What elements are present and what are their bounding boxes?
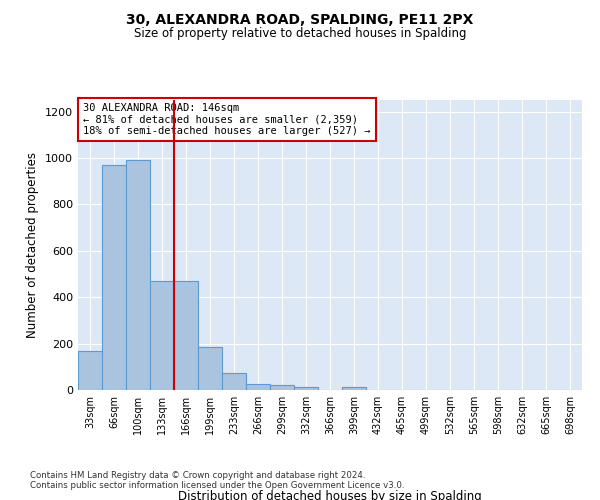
Text: 30, ALEXANDRA ROAD, SPALDING, PE11 2PX: 30, ALEXANDRA ROAD, SPALDING, PE11 2PX	[127, 12, 473, 26]
Bar	[246, 384, 270, 390]
Bar	[174, 281, 198, 390]
Bar	[78, 350, 102, 390]
Bar	[342, 386, 366, 390]
X-axis label: Distribution of detached houses by size in Spalding: Distribution of detached houses by size …	[178, 490, 482, 500]
Bar	[150, 281, 174, 390]
Bar	[102, 165, 126, 390]
Text: Contains public sector information licensed under the Open Government Licence v3: Contains public sector information licen…	[30, 480, 404, 490]
Bar	[270, 386, 294, 390]
Bar	[126, 160, 150, 390]
Bar	[294, 386, 318, 390]
Text: 30 ALEXANDRA ROAD: 146sqm
← 81% of detached houses are smaller (2,359)
18% of se: 30 ALEXANDRA ROAD: 146sqm ← 81% of detac…	[83, 103, 371, 136]
Y-axis label: Number of detached properties: Number of detached properties	[26, 152, 40, 338]
Bar	[198, 347, 222, 390]
Text: Size of property relative to detached houses in Spalding: Size of property relative to detached ho…	[134, 28, 466, 40]
Text: Contains HM Land Registry data © Crown copyright and database right 2024.: Contains HM Land Registry data © Crown c…	[30, 470, 365, 480]
Bar	[222, 372, 246, 390]
